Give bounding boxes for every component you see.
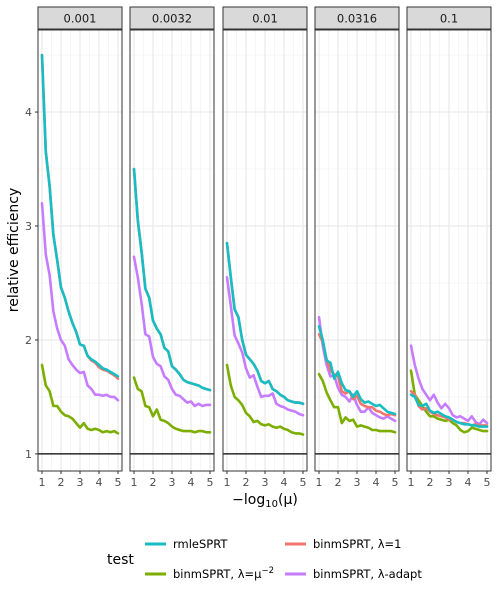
x-tick-label: 5 <box>207 476 214 489</box>
legend-item-adapt: binmSPRT, λ-adapt <box>285 567 422 581</box>
y-tick-label: 2 <box>25 334 32 347</box>
legend-label-binm-sup: −2 <box>261 566 274 576</box>
x-tick-label: 1 <box>408 476 415 489</box>
legend-label-adapt: binmSPRT, λ-adapt <box>313 567 422 581</box>
x-tick-label: 3 <box>262 476 269 489</box>
series-line-rmle <box>317 324 397 416</box>
series-line-binm <box>317 372 397 434</box>
y-axis: 1 2 3 4 <box>25 106 38 461</box>
series-line-adapt <box>225 275 305 417</box>
legend-label-rmle: rmleSPRT <box>173 537 228 551</box>
x-tick-label: 4 <box>188 476 195 489</box>
panel-0: 0.001 <box>37 6 123 472</box>
series-line-rmle <box>409 393 489 428</box>
x-tick-label: 1 <box>224 476 231 489</box>
y-tick-label: 4 <box>25 106 32 119</box>
series-line-binm <box>225 363 305 436</box>
panel-3: 0.0316 <box>314 6 400 472</box>
x-axis-title-subscript: 10 <box>265 499 278 510</box>
legend-item-rmle: rmleSPRT <box>145 537 228 551</box>
legend-label-binm-main: binmSPRT, λ=μ <box>173 567 262 581</box>
series-line-rmle <box>225 241 305 406</box>
panel-strip-label: 0.0032 <box>152 12 192 26</box>
legend-title: test <box>107 552 134 568</box>
x-tick-label: 5 <box>392 476 399 489</box>
legend-label-binm: binmSPRT, λ=μ−2 <box>173 566 274 581</box>
x-tick-label: 3 <box>169 476 176 489</box>
panel-strip <box>406 6 492 30</box>
x-tick-label: 4 <box>281 476 288 489</box>
panel-strip <box>37 6 123 30</box>
series-line-rmle <box>132 167 212 392</box>
x-tick-label: 4 <box>465 476 472 489</box>
series-line-rmle <box>40 53 120 378</box>
panel-strip-label: 0.0316 <box>337 12 377 26</box>
x-tick-label: 3 <box>354 476 361 489</box>
y-axis-title: relative efficiency <box>6 188 22 312</box>
x-tick-label: 1 <box>131 476 138 489</box>
x-tick-label: 5 <box>115 476 122 489</box>
x-tick-label: 1 <box>39 476 46 489</box>
panel-strip-label: 0.1 <box>440 12 458 26</box>
x-tick-label: 5 <box>300 476 307 489</box>
series-line-binm <box>40 363 120 435</box>
x-tick-label: 2 <box>243 476 250 489</box>
x-axis-title: −log10(μ) <box>232 492 298 510</box>
panel-1: 0.0032 <box>129 6 215 472</box>
x-axis-title-suffix: (μ) <box>278 492 298 508</box>
panel-strip <box>222 6 308 30</box>
x-tick-label: 4 <box>96 476 103 489</box>
panel-strip-label: 0.001 <box>64 12 97 26</box>
panel-strip-label: 0.01 <box>252 12 278 26</box>
x-tick-label: 1 <box>316 476 323 489</box>
x-axis-title-prefix: −log <box>232 492 265 508</box>
x-tick-label: 2 <box>58 476 65 489</box>
series-line-binm <box>132 376 212 434</box>
x-tick-label: 3 <box>77 476 84 489</box>
legend-item-binm: binmSPRT, λ=μ−2 <box>145 566 274 581</box>
x-tick-label: 3 <box>446 476 453 489</box>
panel-strip <box>314 6 400 30</box>
legend-item-bin1: binmSPRT, λ=1 <box>285 537 401 551</box>
x-tick-label: 2 <box>150 476 157 489</box>
panel-2: 0.01 <box>222 6 308 472</box>
chart-panels: 0.001 0.0032 0.01 0.0316 0.1 <box>37 6 492 472</box>
x-tick-label: 5 <box>484 476 491 489</box>
y-tick-label: 1 <box>25 448 32 461</box>
legend: test rmleSPRT binmSPRT, λ=μ−2 binmSPRT, … <box>107 537 422 581</box>
series-line-adapt <box>132 255 212 408</box>
series-line-adapt <box>317 315 397 423</box>
panel-strip <box>129 6 215 30</box>
x-tick-label: 2 <box>335 476 342 489</box>
panel-4: 0.1 <box>406 6 492 472</box>
series-line-adapt <box>409 344 489 426</box>
series-line-adapt <box>40 201 120 402</box>
legend-label-bin1: binmSPRT, λ=1 <box>313 537 401 551</box>
x-tick-label: 2 <box>427 476 434 489</box>
y-tick-label: 3 <box>25 220 32 233</box>
x-tick-label: 4 <box>373 476 380 489</box>
